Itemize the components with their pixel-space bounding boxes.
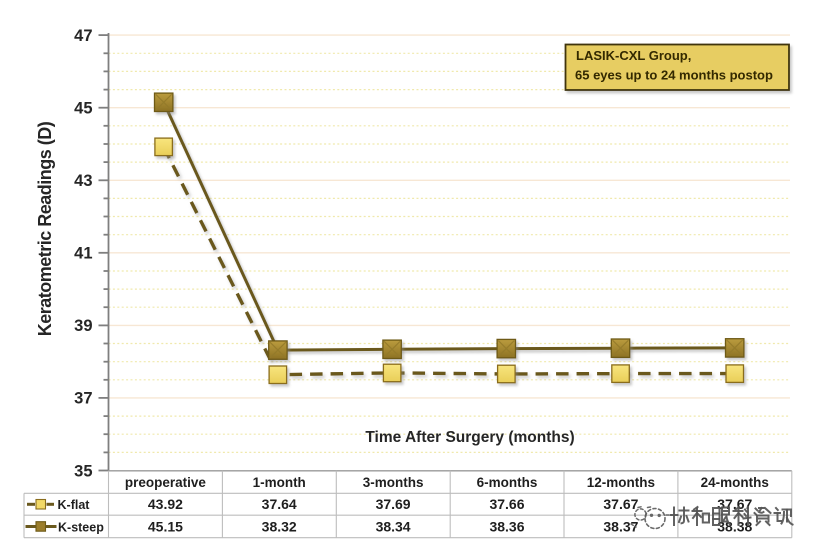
svg-text:37.67: 37.67 bbox=[603, 496, 638, 512]
svg-text:preoperative: preoperative bbox=[125, 475, 207, 490]
svg-text:37.69: 37.69 bbox=[376, 496, 411, 512]
svg-text:65 eyes up to 24 months postop: 65 eyes up to 24 months postop bbox=[575, 68, 773, 83]
svg-text:38.36: 38.36 bbox=[489, 518, 524, 534]
svg-text:35: 35 bbox=[74, 462, 92, 480]
svg-text:45: 45 bbox=[74, 100, 92, 118]
svg-text:45.15: 45.15 bbox=[148, 518, 183, 534]
svg-text:39: 39 bbox=[74, 317, 92, 335]
svg-text:37: 37 bbox=[74, 390, 92, 408]
svg-text:3-months: 3-months bbox=[363, 475, 424, 490]
svg-text:37.66: 37.66 bbox=[489, 496, 524, 512]
svg-text:Time After Surgery (months): Time After Surgery (months) bbox=[365, 429, 574, 446]
svg-text:37.64: 37.64 bbox=[262, 496, 297, 512]
svg-text:43.92: 43.92 bbox=[148, 496, 183, 512]
svg-text:47: 47 bbox=[74, 27, 92, 45]
svg-text:38.37: 38.37 bbox=[603, 518, 638, 534]
svg-text:Keratometric Readings (D): Keratometric Readings (D) bbox=[35, 121, 55, 336]
svg-text:24-months: 24-months bbox=[701, 475, 769, 490]
svg-text:38.32: 38.32 bbox=[262, 518, 297, 534]
svg-text:38.34: 38.34 bbox=[376, 518, 411, 534]
svg-text:6-months: 6-months bbox=[477, 475, 538, 490]
svg-text:12-months: 12-months bbox=[587, 475, 655, 490]
svg-text:41: 41 bbox=[74, 245, 92, 263]
svg-text:K-steep: K-steep bbox=[58, 520, 104, 534]
svg-text:43: 43 bbox=[74, 172, 92, 190]
svg-text:LASIK-CXL Group,: LASIK-CXL Group, bbox=[576, 48, 691, 63]
svg-text:K-flat: K-flat bbox=[58, 498, 91, 512]
svg-text:1-month: 1-month bbox=[253, 475, 306, 490]
